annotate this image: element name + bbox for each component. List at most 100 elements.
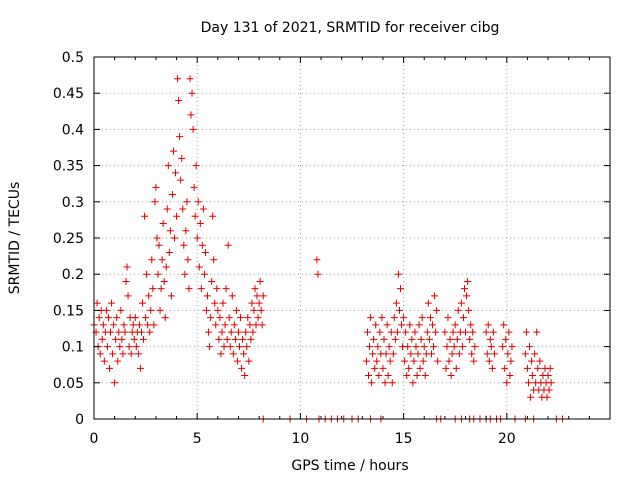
- data-point: [127, 350, 135, 358]
- data-point: [523, 364, 531, 372]
- data-point: [241, 372, 249, 380]
- data-point: [471, 343, 479, 351]
- data-point: [166, 227, 174, 235]
- data-point: [98, 335, 106, 343]
- data-point: [448, 350, 456, 358]
- data-point: [383, 321, 391, 329]
- data-point: [403, 372, 411, 380]
- data-point: [100, 357, 108, 365]
- data-point: [415, 321, 423, 329]
- data-point: [190, 183, 198, 191]
- data-point: [443, 343, 451, 351]
- data-point: [232, 306, 240, 314]
- data-point: [394, 270, 402, 278]
- data-point: [245, 357, 253, 365]
- data-point: [368, 379, 376, 387]
- data-point: [121, 328, 129, 336]
- data-point: [257, 306, 265, 314]
- data-point: [381, 379, 389, 387]
- data-point: [177, 176, 185, 184]
- data-point: [380, 335, 388, 343]
- data-point: [503, 379, 511, 387]
- data-point: [145, 292, 153, 300]
- data-point: [256, 277, 264, 285]
- data-point: [426, 314, 434, 322]
- y-tick-label: 0.25: [53, 231, 84, 247]
- data-point: [149, 285, 157, 293]
- data-point: [417, 335, 425, 343]
- data-point: [129, 321, 137, 329]
- data-point: [392, 299, 400, 307]
- data-point: [207, 314, 215, 322]
- data-point: [114, 357, 122, 365]
- data-point: [362, 357, 370, 365]
- chart-title: Day 131 of 2021, SRMTID for receiver cib…: [201, 20, 500, 36]
- data-point: [240, 350, 248, 358]
- data-point: [155, 241, 163, 249]
- x-tick-label: 20: [498, 431, 516, 447]
- data-point: [157, 285, 165, 293]
- data-point: [385, 343, 393, 351]
- data-point: [191, 212, 199, 220]
- data-point: [423, 328, 431, 336]
- data-point: [424, 299, 432, 307]
- data-point: [197, 285, 205, 293]
- y-tick-label: 0.35: [53, 159, 84, 175]
- data-point: [527, 393, 535, 401]
- data-point: [152, 183, 160, 191]
- data-point: [221, 321, 229, 329]
- data-point: [430, 343, 438, 351]
- data-point: [148, 256, 156, 264]
- y-tick-labels: 0 0.05 0.1 0.15 0.2 0.25 0.3 0.35 0.4 0.45 0.5: [53, 50, 84, 428]
- y-tick-label: 0.45: [53, 86, 84, 102]
- data-point: [189, 125, 197, 133]
- data-point: [534, 364, 542, 372]
- data-point: [93, 299, 101, 307]
- data-point: [220, 343, 228, 351]
- data-point: [543, 393, 551, 401]
- data-point: [413, 372, 421, 380]
- data-point: [130, 335, 138, 343]
- data-point: [369, 350, 377, 358]
- data-point: [200, 270, 208, 278]
- data-point: [393, 328, 401, 336]
- data-point: [373, 357, 381, 365]
- data-point: [547, 379, 555, 387]
- data-point: [259, 292, 267, 300]
- data-point: [397, 285, 405, 293]
- data-point: [193, 234, 201, 242]
- data-point: [226, 343, 234, 351]
- data-point: [120, 321, 128, 329]
- data-point: [432, 328, 440, 336]
- data-point: [167, 292, 175, 300]
- y-tick-label: 0.1: [62, 340, 84, 356]
- data-point: [500, 321, 508, 329]
- data-point: [468, 350, 476, 358]
- x-tick-label: 5: [193, 431, 202, 447]
- data-point: [244, 314, 252, 322]
- data-point: [180, 241, 188, 249]
- data-point: [427, 350, 435, 358]
- ticks: [93, 56, 610, 420]
- data-point: [544, 372, 552, 380]
- data-point: [400, 314, 408, 322]
- data-point: [428, 321, 436, 329]
- data-point: [109, 350, 117, 358]
- data-point: [499, 343, 507, 351]
- data-point: [124, 292, 132, 300]
- x-tick-label: 15: [395, 431, 413, 447]
- data-point: [248, 299, 256, 307]
- data-point: [147, 306, 155, 314]
- data-point: [137, 328, 145, 336]
- data-point: [398, 321, 406, 329]
- data-point: [202, 306, 210, 314]
- data-point: [118, 335, 126, 343]
- data-point: [374, 343, 382, 351]
- data-point: [222, 285, 230, 293]
- data-point: [490, 350, 498, 358]
- data-point: [449, 328, 457, 336]
- y-axis-title: SRMTID / TECUs: [7, 182, 23, 295]
- x-axis-title: GPS time / hours: [291, 458, 408, 474]
- data-point: [162, 263, 170, 271]
